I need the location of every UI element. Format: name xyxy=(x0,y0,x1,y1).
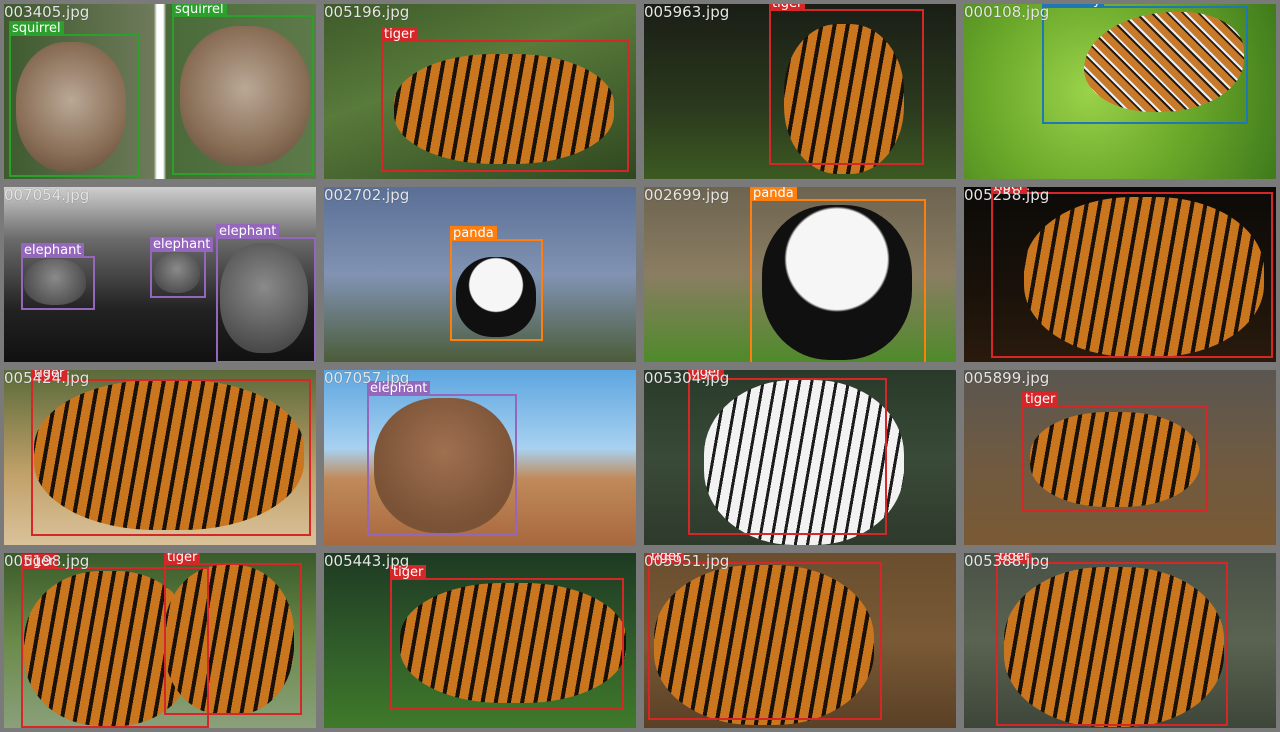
class-label: elephant xyxy=(367,381,431,396)
image-tile[interactable]: 005443.jpg tiger xyxy=(320,549,640,732)
bounding-box: elephant xyxy=(367,381,517,536)
image-tile[interactable]: 003405.jpg squirrel squirrel xyxy=(0,0,320,183)
class-label: butterfly xyxy=(1042,4,1104,8)
class-label: tiger xyxy=(21,554,58,569)
image-tile[interactable]: 005196.jpg tiger xyxy=(320,0,640,183)
image-tile[interactable]: 007054.jpg elephant elephant elephant xyxy=(0,183,320,366)
file-name: 000108.jpg xyxy=(964,3,1050,21)
bounding-box: squirrel xyxy=(172,4,314,175)
class-label: tiger xyxy=(769,4,806,11)
image-tile[interactable]: 005963.jpg tiger xyxy=(640,0,960,183)
bounding-box: tiger xyxy=(21,554,209,728)
class-label: panda xyxy=(450,226,497,241)
class-label: tiger xyxy=(996,553,1033,564)
file-name: 005963.jpg xyxy=(644,3,730,21)
tiger-shape xyxy=(1024,197,1264,357)
bounding-box: panda xyxy=(450,226,543,341)
tiger-shape xyxy=(400,583,626,703)
image-tile[interactable]: 005258.jpg tiger xyxy=(960,183,1280,366)
elephant-shape xyxy=(374,398,514,533)
bounding-box: tiger xyxy=(996,553,1228,726)
image-tile[interactable]: 002699.jpg panda xyxy=(640,183,960,366)
bounding-box: tiger xyxy=(688,370,887,535)
bounding-box: tiger xyxy=(381,27,629,172)
panda-shape xyxy=(762,205,912,360)
elephant-shape xyxy=(220,243,308,353)
image-tile[interactable]: 000108.jpg butterfly xyxy=(960,0,1280,183)
bounding-box: elephant xyxy=(150,237,214,298)
class-label: tiger xyxy=(1022,392,1059,407)
tiger-shape xyxy=(164,565,294,715)
class-label: tiger xyxy=(390,565,427,580)
class-label: tiger xyxy=(381,27,418,42)
file-name: 005951.jpg xyxy=(644,552,730,570)
elephant-shape xyxy=(24,259,86,305)
file-name: 005443.jpg xyxy=(324,552,410,570)
panda-shape xyxy=(456,257,536,337)
bounding-box: tiger xyxy=(390,565,624,710)
bounding-box: tiger xyxy=(164,553,302,715)
file-name: 005424.jpg xyxy=(4,369,90,387)
bounding-box: elephant xyxy=(21,243,95,310)
image-tile[interactable]: 005951.jpg tiger xyxy=(640,549,960,732)
class-label: squirrel xyxy=(9,21,64,36)
squirrel-shape xyxy=(16,42,126,172)
butterfly-shape xyxy=(1084,12,1244,112)
class-label: panda xyxy=(750,187,797,201)
image-tile[interactable]: 005424.jpg tiger xyxy=(0,366,320,549)
file-name: 007054.jpg xyxy=(4,186,90,204)
file-name: 005304.jpg xyxy=(644,369,730,387)
tiger-shape xyxy=(34,380,304,530)
bounding-box: tiger xyxy=(31,370,311,536)
elephant-shape xyxy=(154,253,200,293)
image-tile[interactable]: 005198.jpg tiger tiger xyxy=(0,549,320,732)
file-name: 005258.jpg xyxy=(964,186,1050,204)
bounding-box: tiger xyxy=(991,187,1273,358)
bounding-box: tiger xyxy=(769,4,924,165)
class-label: elephant xyxy=(21,243,85,258)
class-label: tiger xyxy=(991,187,1028,194)
class-label: elephant xyxy=(216,224,280,239)
file-name: 005388.jpg xyxy=(964,552,1050,570)
class-label: tiger xyxy=(688,370,725,380)
tiger-shape xyxy=(394,54,614,164)
bounding-box: tiger xyxy=(1022,392,1208,512)
file-name: 005198.jpg xyxy=(4,552,90,570)
bounding-box: panda xyxy=(750,187,926,362)
file-name: 005196.jpg xyxy=(324,3,410,21)
squirrel-shape xyxy=(180,26,310,166)
file-name: 002702.jpg xyxy=(324,186,410,204)
bounding-box: squirrel xyxy=(9,21,139,177)
tiger-shape xyxy=(1004,567,1224,727)
class-label: tiger xyxy=(648,553,685,564)
file-name: 002699.jpg xyxy=(644,186,730,204)
tiger-shape xyxy=(1030,412,1200,507)
file-name: 003405.jpg xyxy=(4,3,90,21)
bounding-box: butterfly xyxy=(1042,4,1248,124)
bounding-box: tiger xyxy=(648,553,882,720)
image-tile[interactable]: 005388.jpg tiger xyxy=(960,549,1280,732)
image-tile[interactable]: 005899.jpg tiger xyxy=(960,366,1280,549)
file-name: 007057.jpg xyxy=(324,369,410,387)
tiger-shape xyxy=(654,565,874,725)
class-label: squirrel xyxy=(172,4,227,17)
class-label: elephant xyxy=(150,237,214,252)
class-label: tiger xyxy=(31,370,68,381)
tiger-shape xyxy=(784,24,904,174)
image-tile[interactable]: 005304.jpg tiger xyxy=(640,366,960,549)
class-label: tiger xyxy=(164,553,201,565)
tiger-shape xyxy=(704,380,904,545)
bounding-box: elephant xyxy=(216,224,316,362)
file-name: 005899.jpg xyxy=(964,369,1050,387)
image-tile[interactable]: 002702.jpg panda xyxy=(320,183,640,366)
image-tile[interactable]: 007057.jpg elephant xyxy=(320,366,640,549)
